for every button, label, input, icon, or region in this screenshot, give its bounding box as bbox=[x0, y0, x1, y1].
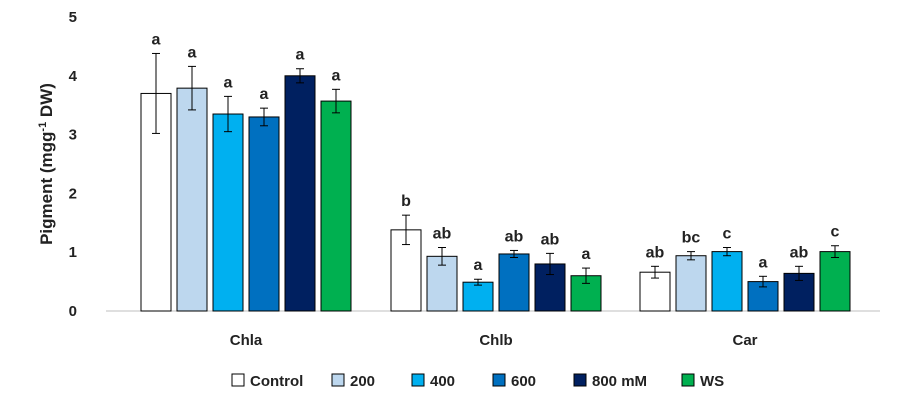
significance-label: a bbox=[188, 44, 197, 61]
legend-item: Control bbox=[231, 373, 303, 390]
significance-label: a bbox=[759, 254, 768, 271]
significance-label: ab bbox=[790, 244, 809, 261]
bar bbox=[639, 271, 671, 312]
y-tick-label: 3 bbox=[69, 127, 77, 144]
significance-label: b bbox=[401, 193, 411, 210]
significance-label: a bbox=[152, 31, 161, 48]
bar bbox=[819, 251, 851, 312]
legend-item: 400 bbox=[411, 373, 455, 390]
bar bbox=[248, 116, 280, 312]
significance-label: ab bbox=[541, 231, 560, 248]
significance-label: a bbox=[260, 86, 269, 103]
significance-label: c bbox=[831, 224, 840, 241]
legend: Control 200 400 600 800 mM WS bbox=[231, 373, 724, 390]
significance-label: a bbox=[582, 246, 591, 263]
legend-swatch bbox=[411, 373, 425, 387]
legend-swatch bbox=[573, 373, 587, 387]
significance-label: ab bbox=[505, 228, 524, 245]
significance-label: a bbox=[332, 67, 341, 84]
x-axis-labels: Chla Chlb Car bbox=[230, 332, 758, 349]
legend-swatch bbox=[681, 373, 695, 387]
bar-group: a a a a a a bbox=[140, 31, 352, 312]
bar bbox=[462, 281, 494, 312]
legend-label: WS bbox=[700, 373, 724, 390]
bar bbox=[320, 100, 352, 312]
bar bbox=[498, 253, 530, 312]
y-tick-label: 1 bbox=[69, 244, 77, 261]
legend-label: 800 mM bbox=[592, 373, 647, 390]
legend-swatch bbox=[331, 373, 345, 387]
x-category-label: Car bbox=[732, 332, 757, 349]
x-category-label: Chlb bbox=[479, 332, 512, 349]
legend-label: 400 bbox=[430, 373, 455, 390]
legend-item: 200 bbox=[331, 373, 375, 390]
legend-label: Control bbox=[250, 373, 303, 390]
significance-label: ab bbox=[646, 244, 665, 261]
y-tick-label: 5 bbox=[69, 9, 77, 26]
bar bbox=[284, 75, 316, 312]
legend-swatch bbox=[231, 373, 245, 387]
significance-label: a bbox=[296, 47, 305, 64]
legend-item: 600 bbox=[492, 373, 536, 390]
bar bbox=[675, 255, 707, 312]
y-tick-label: 0 bbox=[69, 303, 77, 320]
legend-item: 800 mM bbox=[573, 373, 647, 390]
significance-label: c bbox=[723, 225, 732, 242]
y-tick-label: 4 bbox=[69, 68, 78, 85]
bar bbox=[212, 113, 244, 312]
legend-swatch bbox=[492, 373, 506, 387]
significance-label: a bbox=[224, 74, 233, 91]
y-tick-label: 2 bbox=[69, 185, 77, 202]
legend-label: 200 bbox=[350, 373, 375, 390]
y-axis-title-text: Pigment (mgg-1 DW) bbox=[37, 83, 56, 245]
x-category-label: Chla bbox=[230, 332, 263, 349]
y-axis-ticks: 0 1 2 3 4 5 bbox=[69, 9, 78, 320]
significance-label: ab bbox=[433, 225, 452, 242]
significance-label: a bbox=[474, 257, 483, 274]
legend-label: 600 bbox=[511, 373, 536, 390]
bar bbox=[176, 87, 208, 312]
y-axis-title: Pigment (mgg-1 DW) bbox=[37, 83, 56, 245]
bar bbox=[426, 255, 458, 312]
significance-label: bc bbox=[682, 230, 701, 247]
legend-item: WS bbox=[681, 373, 724, 390]
bar bbox=[711, 251, 743, 312]
